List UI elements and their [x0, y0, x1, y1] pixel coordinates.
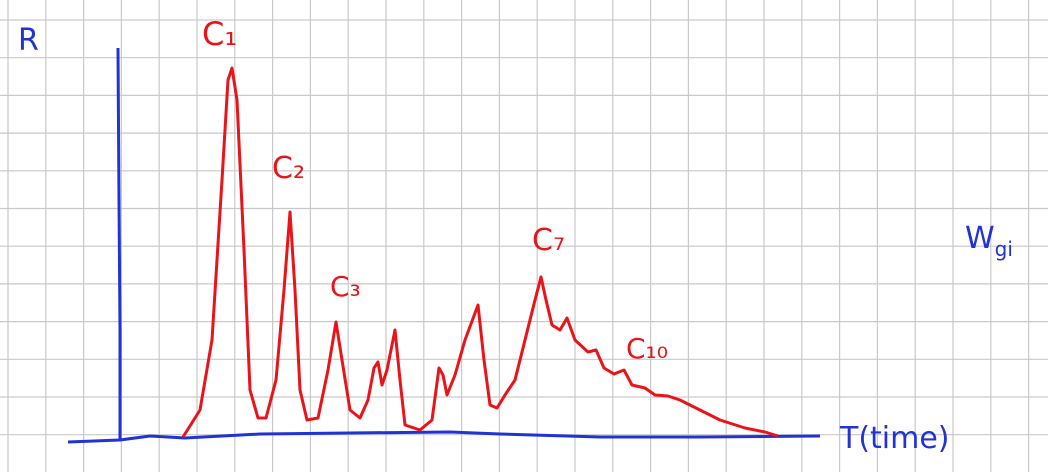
grid-paper [0, 0, 1048, 472]
side-label-sub: gi [995, 237, 1013, 261]
peak-label: C₁ [202, 15, 237, 53]
y-axis-label: R [18, 23, 39, 58]
side-label-main: W [965, 221, 995, 256]
x-axis-label: T(time) [839, 421, 950, 456]
peak-label: C₁₀ [626, 332, 668, 365]
x-axis [68, 432, 820, 442]
sketch: R T(time) C₁ C₂ C₃ C₇ C₁₀ Wgi [0, 0, 1048, 472]
peak-label: C₇ [532, 223, 565, 258]
peak-label: C₃ [330, 270, 361, 303]
y-axis [118, 48, 120, 440]
peak-label: C₂ [272, 151, 305, 186]
side-label: Wgi [965, 221, 1013, 261]
